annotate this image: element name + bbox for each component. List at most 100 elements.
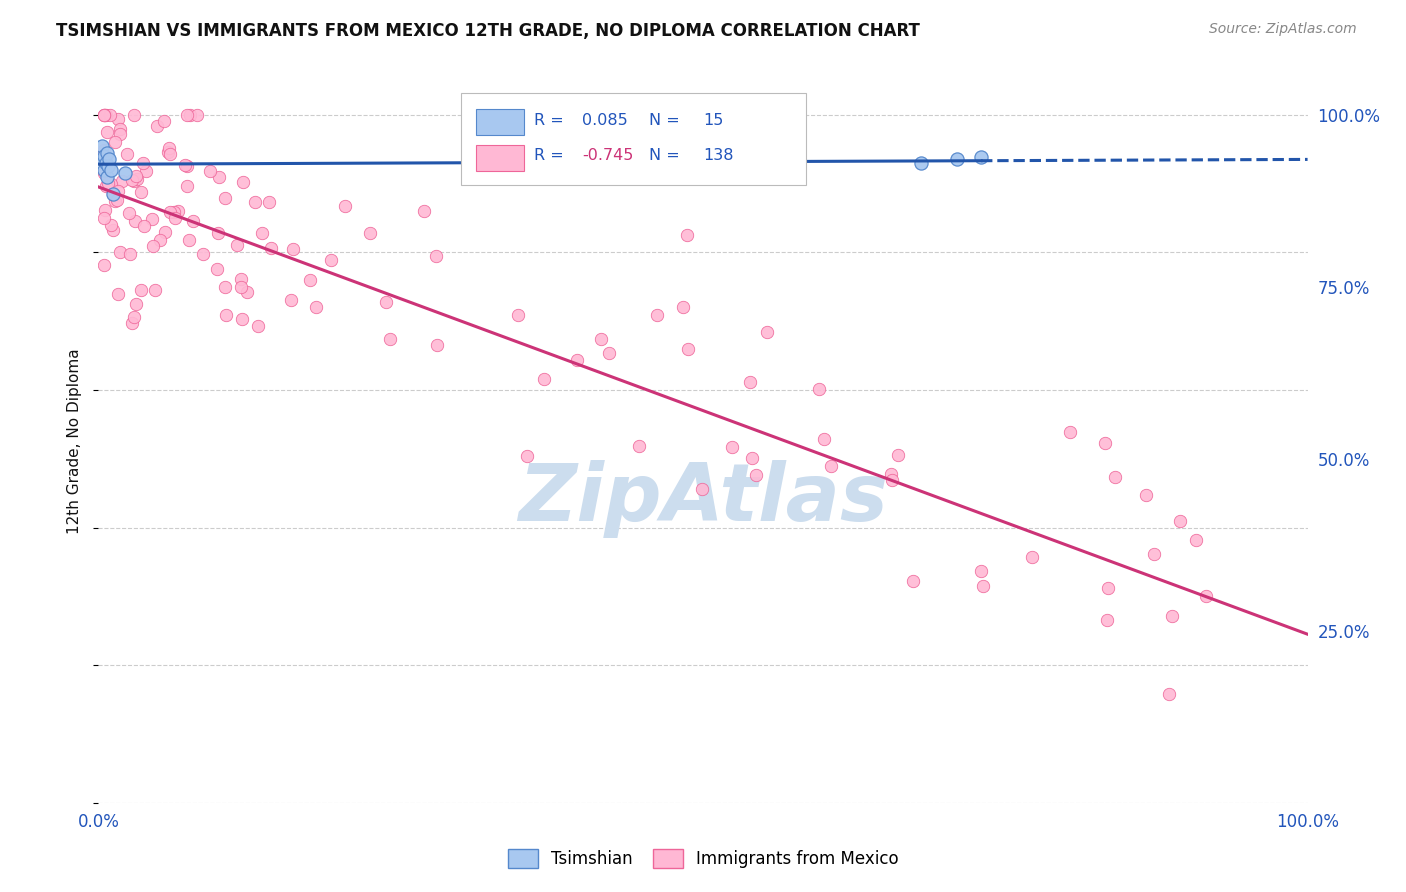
Point	[93, 258, 115, 272]
Point	[745, 468, 768, 483]
Point	[104, 194, 127, 208]
Point	[567, 352, 589, 367]
Point	[298, 273, 321, 287]
Point	[260, 241, 283, 255]
Point	[813, 432, 835, 446]
Text: 138: 138	[703, 148, 734, 163]
Point	[176, 159, 198, 173]
Point	[117, 146, 139, 161]
Point	[692, 482, 714, 496]
Point	[122, 310, 145, 325]
Point	[378, 332, 401, 346]
Point	[179, 108, 201, 122]
Point	[131, 185, 153, 199]
Point	[1059, 425, 1081, 439]
Point	[229, 271, 252, 285]
Point	[281, 242, 304, 256]
Text: Source: ZipAtlas.com: Source: ZipAtlas.com	[1209, 22, 1357, 37]
Point	[970, 150, 993, 164]
Point	[157, 145, 180, 160]
Point	[93, 149, 115, 163]
Point	[516, 449, 538, 463]
Point	[129, 283, 152, 297]
Point	[96, 125, 118, 139]
Point	[1135, 488, 1157, 502]
Point	[425, 249, 447, 263]
Point	[1159, 687, 1181, 701]
Text: 0.085: 0.085	[582, 112, 628, 128]
Point	[93, 108, 115, 122]
Point	[94, 202, 117, 217]
Text: 15: 15	[703, 112, 723, 128]
Text: -0.745: -0.745	[582, 148, 634, 163]
Point	[114, 166, 136, 180]
Point	[231, 312, 253, 326]
Point	[808, 382, 831, 396]
Point	[205, 262, 228, 277]
Point	[177, 233, 200, 247]
Point	[426, 337, 449, 351]
Point	[176, 108, 198, 122]
Point	[135, 164, 157, 178]
Point	[163, 204, 186, 219]
Point	[1160, 608, 1182, 623]
Point	[214, 191, 236, 205]
Point	[359, 226, 381, 240]
Point	[1097, 613, 1119, 627]
Point	[174, 158, 197, 172]
Point	[533, 372, 555, 386]
Point	[910, 156, 932, 170]
Point	[153, 225, 176, 239]
Point	[305, 300, 328, 314]
Point	[1104, 470, 1126, 484]
Point	[1195, 589, 1218, 603]
Point	[98, 108, 121, 122]
Text: R =: R =	[534, 112, 564, 128]
Point	[142, 238, 165, 252]
Point	[887, 448, 910, 462]
Point	[93, 162, 115, 177]
Point	[124, 174, 146, 188]
Point	[100, 177, 122, 191]
FancyBboxPatch shape	[475, 145, 524, 170]
Point	[676, 342, 699, 356]
Point	[225, 237, 247, 252]
Point	[153, 114, 176, 128]
Point	[970, 564, 993, 578]
Point	[107, 287, 129, 301]
Point	[198, 163, 221, 178]
Text: R =: R =	[534, 148, 564, 163]
Point	[506, 308, 529, 322]
Point	[96, 145, 118, 160]
Point	[186, 108, 208, 122]
Point	[176, 178, 198, 193]
Point	[159, 141, 181, 155]
Point	[93, 108, 115, 122]
Point	[97, 159, 120, 173]
Point	[105, 194, 128, 208]
Point	[141, 212, 163, 227]
Point	[1185, 533, 1208, 547]
Point	[110, 174, 132, 188]
Point	[122, 108, 145, 122]
Point	[208, 170, 231, 185]
Point	[738, 375, 761, 389]
Text: ZipAtlas: ZipAtlas	[517, 460, 889, 539]
Point	[94, 108, 117, 122]
Point	[131, 156, 153, 170]
Point	[91, 138, 114, 153]
Point	[125, 297, 148, 311]
Legend: Tsimshian, Immigrants from Mexico: Tsimshian, Immigrants from Mexico	[501, 843, 905, 875]
Point	[149, 233, 172, 247]
Point	[100, 162, 122, 177]
Point	[946, 153, 969, 167]
Point	[243, 195, 266, 210]
Point	[120, 247, 142, 261]
Point	[257, 194, 280, 209]
Point	[333, 199, 356, 213]
Point	[107, 184, 129, 198]
Point	[93, 108, 115, 122]
Point	[1021, 550, 1043, 565]
Point	[94, 156, 117, 170]
Point	[159, 205, 181, 219]
